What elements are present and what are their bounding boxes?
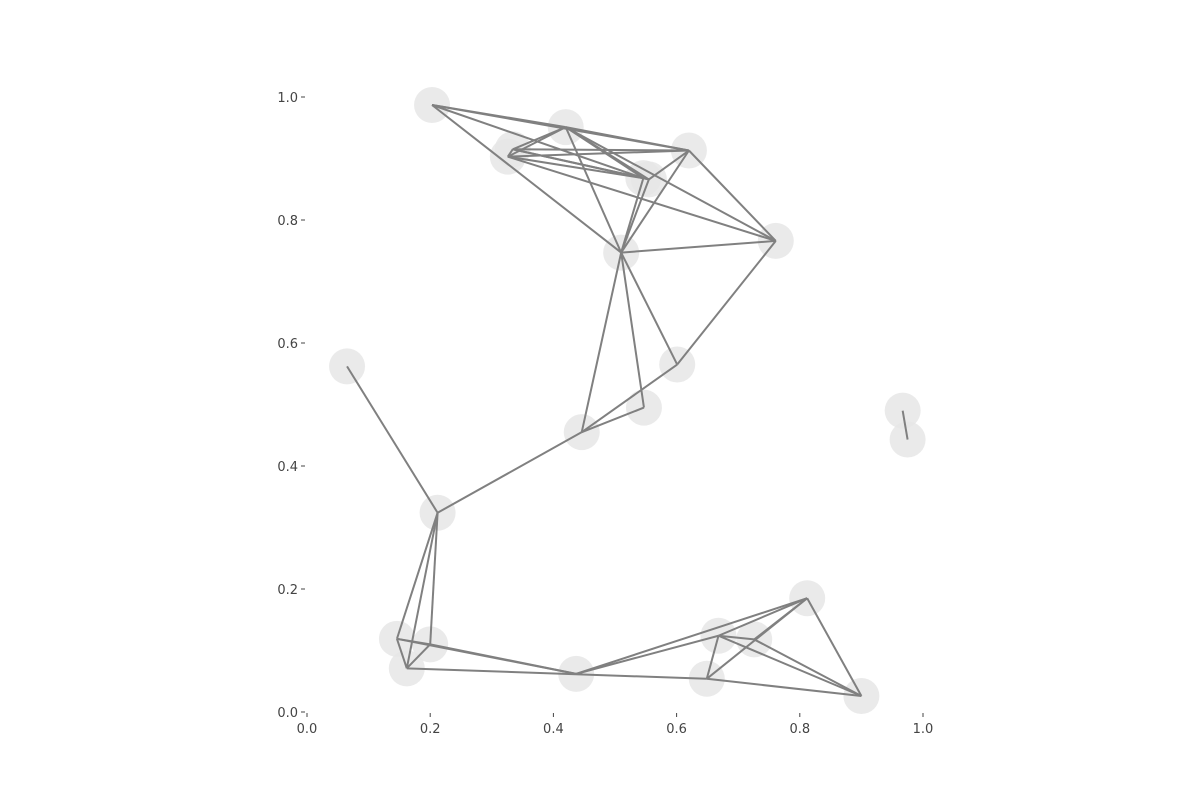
edge-25: [676, 240, 777, 366]
y-tick-label-1: 0.2: [277, 583, 298, 598]
x-tick-label-0: 0.0: [297, 722, 318, 737]
x-tick-label-5: 1.0: [913, 722, 934, 737]
edge-9: [507, 126, 567, 158]
edge-30: [581, 363, 678, 433]
edge-36: [429, 512, 439, 645]
edge-16: [565, 126, 777, 242]
edge-45: [718, 597, 808, 637]
y-tick-label-0: 0.0: [277, 706, 298, 721]
y-axis: 0.0 0.2 0.4 0.6 0.8 1.0: [277, 91, 305, 721]
edge-13: [565, 126, 690, 152]
edge-2: [431, 104, 622, 254]
edge-48: [753, 597, 808, 641]
edge-lines: [346, 104, 909, 698]
edge-41: [430, 643, 577, 675]
edge-43: [575, 597, 808, 675]
edge-17: [565, 126, 644, 180]
y-tick-label-5: 1.0: [277, 91, 298, 106]
edge-18: [620, 149, 690, 254]
edge-26: [620, 252, 645, 408]
x-tick-label-3: 0.6: [666, 722, 687, 737]
x-axis: 0.0 0.2 0.4 0.6 0.8 1.0: [297, 713, 934, 737]
edge-53: [706, 677, 862, 698]
edge-19: [688, 149, 777, 242]
edge-28: [580, 252, 623, 433]
edge-33: [901, 410, 909, 440]
edge-20: [648, 149, 690, 181]
edge-23: [620, 179, 650, 253]
edge-12: [507, 149, 689, 158]
edge-34: [395, 512, 439, 640]
edge-32: [437, 431, 583, 514]
edge-31: [581, 406, 645, 434]
y-tick-label-3: 0.6: [277, 337, 298, 352]
edge-49: [718, 634, 755, 641]
edge-24: [621, 239, 776, 254]
edge-47: [806, 597, 863, 697]
edge-38: [395, 638, 408, 669]
y-tick-label-2: 0.4: [277, 460, 298, 475]
edge-10: [507, 155, 644, 180]
edge-51: [718, 634, 862, 697]
x-tick-label-2: 0.4: [543, 722, 564, 737]
edge-44: [575, 634, 719, 675]
edge-7: [512, 148, 650, 181]
x-tick-label-1: 0.2: [420, 722, 441, 737]
edge-15: [564, 126, 623, 253]
x-tick-label-4: 0.8: [789, 722, 810, 737]
edge-42: [406, 667, 707, 680]
y-tick-label-4: 0.8: [277, 214, 298, 229]
edge-52: [753, 638, 862, 697]
edge-27: [620, 252, 679, 365]
edge-39: [406, 643, 431, 670]
edge-29: [346, 365, 439, 514]
edge-50: [705, 635, 720, 680]
